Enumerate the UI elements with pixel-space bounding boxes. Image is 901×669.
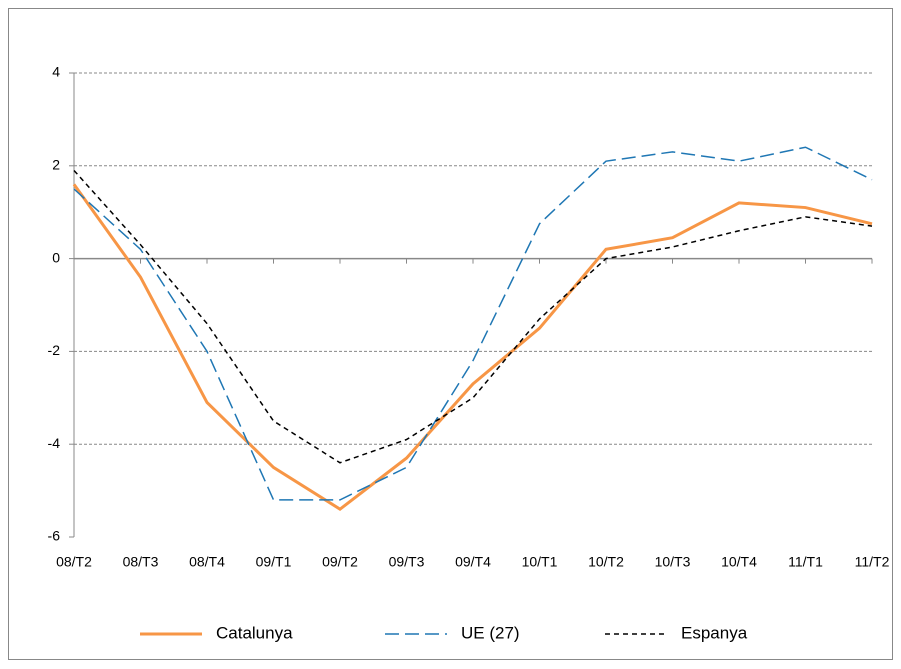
chart-border [8,8,893,660]
x-tick-label: 08/T2 [56,554,92,570]
x-tick-label: 09/T1 [256,554,292,570]
legend-label: Espanya [681,623,748,642]
series-line [73,169,873,464]
x-tick-label: 09/T4 [455,554,491,570]
legend-label: Catalunya [216,623,293,642]
x-tick-label: 10/T2 [588,554,624,570]
legend-label: UE (27) [461,623,520,642]
y-tick-label: -2 [48,342,61,358]
y-tick-label: 0 [52,249,60,265]
x-tick-label: 09/T2 [322,554,358,570]
x-tick-label: 08/T3 [123,554,159,570]
y-tick-label: -4 [48,435,61,451]
x-tick-label: 08/T4 [189,554,225,570]
x-tick-label: 10/T1 [522,554,558,570]
x-tick-label: 10/T3 [655,554,691,570]
series-line [72,183,873,511]
x-tick-label: 09/T3 [389,554,425,570]
series-line [73,146,873,501]
x-tick-label: 11/T1 [788,554,823,570]
x-tick-label: 11/T2 [855,554,890,570]
y-tick-label: 2 [52,157,60,173]
y-tick-label: 4 [52,64,60,80]
x-tick-label: 10/T4 [721,554,757,570]
y-tick-label: -6 [48,528,61,544]
